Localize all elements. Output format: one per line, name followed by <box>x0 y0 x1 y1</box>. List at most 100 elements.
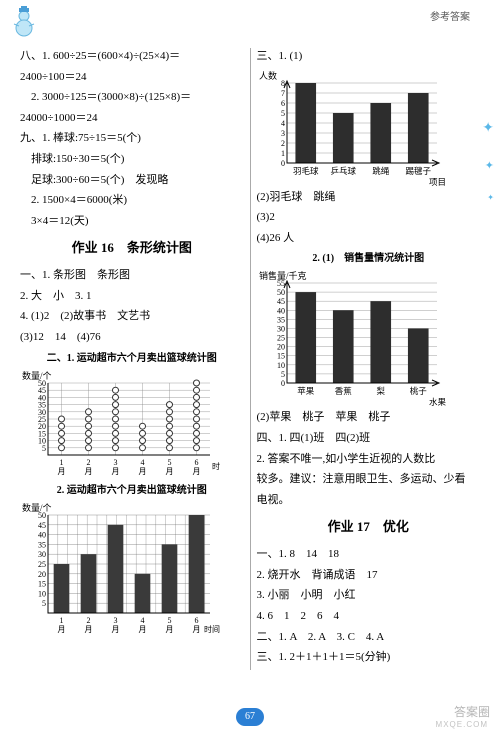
text-line: 一、1. 8 14 18 <box>257 546 481 564</box>
svg-text:45: 45 <box>277 298 285 307</box>
text-line: 2. 答案不唯一,如小学生近视的人数比 <box>257 451 481 469</box>
svg-text:月: 月 <box>166 625 174 634</box>
text-line: 一、1. 条形图 条形图 <box>20 267 244 285</box>
text-line: (3)2 <box>257 209 481 227</box>
text-line: 二、1. A 2. A 3. C 4. A <box>257 629 481 647</box>
svg-text:月: 月 <box>139 625 147 634</box>
svg-text:20: 20 <box>277 343 285 352</box>
svg-text:1: 1 <box>281 149 285 158</box>
svg-text:4: 4 <box>141 616 145 625</box>
svg-text:月: 月 <box>112 467 120 476</box>
text-line: 4. (1)2 (2)故事书 文艺书 <box>20 308 244 326</box>
svg-text:4: 4 <box>141 458 145 467</box>
svg-text:30: 30 <box>277 325 285 334</box>
svg-text:跳绳: 跳绳 <box>372 166 390 176</box>
svg-text:50: 50 <box>38 379 46 388</box>
text-line: 24000÷1000＝24 <box>20 110 244 128</box>
svg-text:55: 55 <box>277 279 285 288</box>
text-line: 3. 小丽 小明 小红 <box>257 587 481 605</box>
svg-text:0: 0 <box>281 379 285 388</box>
svg-text:20: 20 <box>38 569 46 578</box>
text-line: (3)12 14 (4)76 <box>20 329 244 347</box>
text-line: (4)26 人 <box>257 230 481 248</box>
svg-text:7: 7 <box>281 89 285 98</box>
text-line: 2. 大 小 3. 1 <box>20 288 244 306</box>
svg-text:数量/个: 数量/个 <box>22 370 52 381</box>
svg-text:5: 5 <box>281 109 285 118</box>
svg-text:15: 15 <box>38 579 46 588</box>
page-number: 67 <box>236 708 264 726</box>
svg-text:5: 5 <box>168 616 172 625</box>
text-line: 排球:150÷30＝5(个) <box>20 151 244 169</box>
text-line: 足球:300÷60＝5(个) 发现略 <box>20 172 244 190</box>
section-title: 作业 16 条形统计图 <box>20 238 244 259</box>
svg-text:50: 50 <box>38 511 46 520</box>
svg-text:10: 10 <box>38 589 46 598</box>
svg-text:苹果: 苹果 <box>297 386 315 396</box>
snowman-decoration <box>10 6 38 42</box>
svg-text:3: 3 <box>114 616 118 625</box>
svg-text:梨: 梨 <box>376 386 385 396</box>
svg-text:25: 25 <box>277 334 285 343</box>
svg-text:时间: 时间 <box>204 624 220 634</box>
chart-title: 2. 运动超市六个月卖出篮球统计图 <box>20 483 244 499</box>
svg-text:项目: 项目 <box>429 177 446 187</box>
text-line: 4. 6 1 2 6 4 <box>257 608 481 626</box>
svg-text:月: 月 <box>112 625 120 634</box>
text-line: 2. 3000÷125＝(3000×8)÷(125×8)＝ <box>20 89 244 107</box>
svg-text:1: 1 <box>60 616 64 625</box>
svg-text:月: 月 <box>85 625 93 634</box>
star-decoration: ✦ <box>482 118 494 140</box>
text-line: (2)苹果 桃子 苹果 桃子 <box>257 409 481 427</box>
watermark-sub: MXQE.COM <box>436 719 488 732</box>
svg-text:0: 0 <box>281 159 285 168</box>
svg-text:10: 10 <box>277 361 285 370</box>
svg-text:40: 40 <box>277 307 285 316</box>
svg-text:45: 45 <box>38 520 46 529</box>
svg-text:5: 5 <box>281 370 285 379</box>
column-divider <box>250 48 251 670</box>
svg-text:35: 35 <box>38 540 46 549</box>
bar-chart-top: 人数012345678羽毛球乒乓球跳绳踢毽子项目 <box>257 69 447 189</box>
text-line: 四、1. 四(1)班 四(2)班 <box>257 430 481 448</box>
svg-text:时间: 时间 <box>212 461 220 471</box>
section-title: 作业 17 优化 <box>257 517 481 538</box>
chart-title: 二、1. 运动超市六个月卖出篮球统计图 <box>20 351 244 367</box>
text-line: 较多。建议：注意用眼卫生、多运动、少看 <box>257 471 481 489</box>
svg-text:月: 月 <box>85 467 93 476</box>
svg-text:5: 5 <box>42 599 46 608</box>
svg-text:1: 1 <box>60 458 64 467</box>
svg-text:40: 40 <box>38 530 46 539</box>
star-decoration: ✦ <box>485 158 494 176</box>
svg-text:数量/个: 数量/个 <box>22 502 52 513</box>
svg-text:月: 月 <box>166 467 174 476</box>
svg-text:踢毽子: 踢毽子 <box>405 166 431 176</box>
svg-text:4: 4 <box>281 119 285 128</box>
svg-text:月: 月 <box>58 467 66 476</box>
svg-text:2: 2 <box>87 616 91 625</box>
text-line: 2. 烧开水 背诵成语 17 <box>257 567 481 585</box>
text-line: (2)羽毛球 跳绳 <box>257 189 481 207</box>
star-decoration: ✦ <box>487 192 494 205</box>
svg-text:3: 3 <box>281 129 285 138</box>
text-line: 三、1. (1) <box>257 48 481 66</box>
svg-text:35: 35 <box>277 316 285 325</box>
svg-text:15: 15 <box>277 352 285 361</box>
svg-text:6: 6 <box>195 458 199 467</box>
circle-chart: 数量/个51015202530354045501月2月3月4月5月6月时间 <box>20 369 220 479</box>
svg-text:2: 2 <box>87 458 91 467</box>
svg-text:5: 5 <box>168 458 172 467</box>
svg-text:乒乓球: 乒乓球 <box>330 166 356 176</box>
svg-text:2: 2 <box>281 139 285 148</box>
bar-chart-mid: 销售量/千克0510152025303540455055苹果香蕉梨桃子水果 <box>257 269 447 409</box>
svg-text:月: 月 <box>193 467 201 476</box>
bar-chart-left: 数量/个51015202530354045501月2月3月4月5月6月时间 <box>20 501 220 641</box>
text-line: 2. 1500×4＝6000(米) <box>20 192 244 210</box>
page-header-label: 参考答案 <box>430 10 470 26</box>
svg-text:羽毛球: 羽毛球 <box>292 166 318 176</box>
svg-text:6: 6 <box>195 616 199 625</box>
text-line: 八、1. 600÷25＝(600×4)÷(25×4)＝ <box>20 48 244 66</box>
svg-text:3: 3 <box>114 458 118 467</box>
svg-text:30: 30 <box>38 550 46 559</box>
svg-text:桃子: 桃子 <box>409 386 427 396</box>
